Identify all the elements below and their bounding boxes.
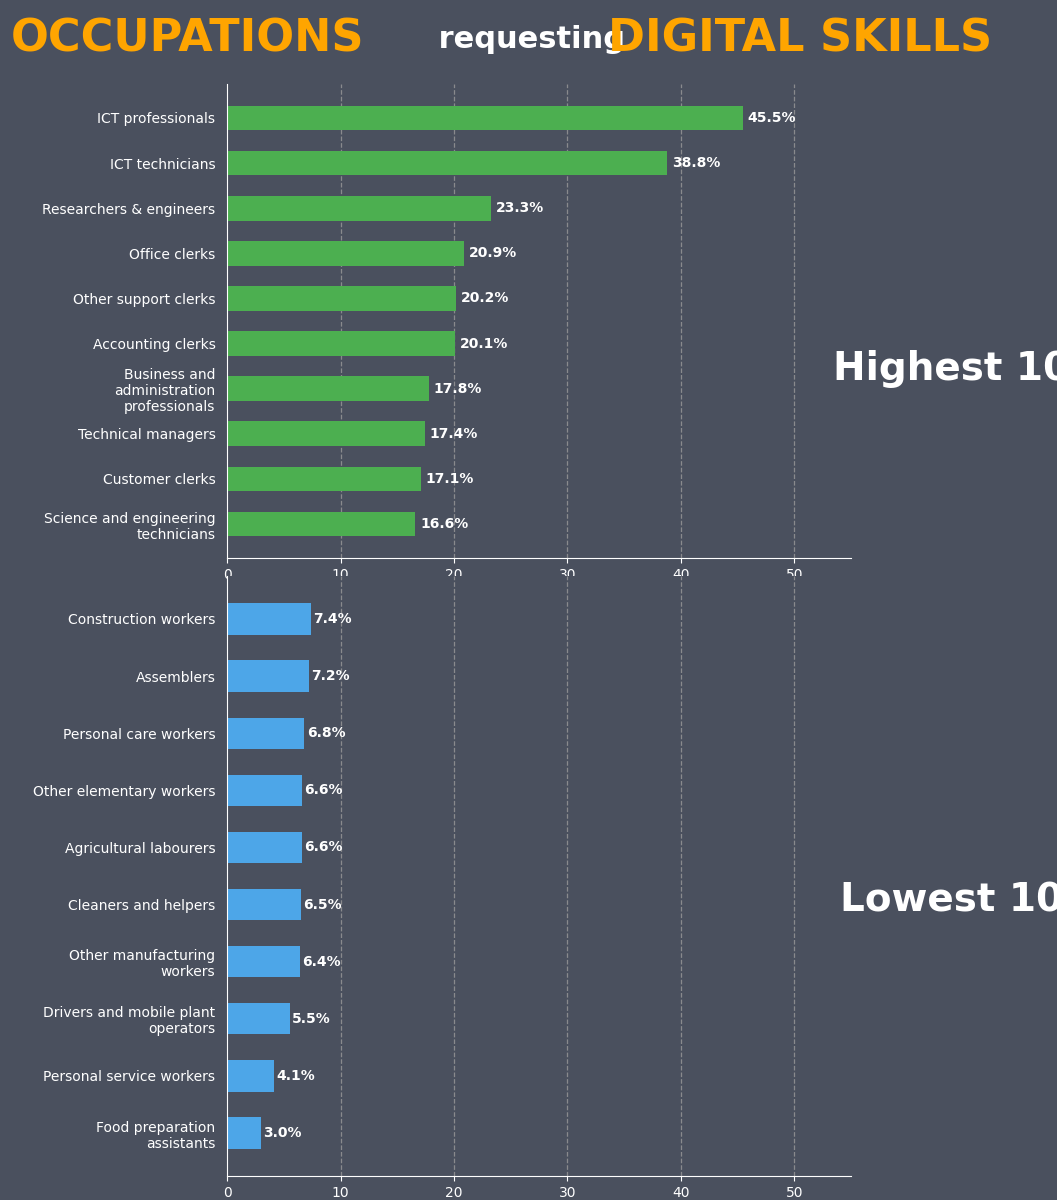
Bar bbox=[227, 196, 492, 221]
Text: 38.8%: 38.8% bbox=[672, 156, 720, 170]
Bar bbox=[227, 467, 421, 491]
Bar bbox=[227, 151, 667, 175]
Text: OCCUPATIONS: OCCUPATIONS bbox=[11, 18, 364, 60]
Text: 17.1%: 17.1% bbox=[426, 472, 474, 486]
Text: 23.3%: 23.3% bbox=[496, 202, 544, 215]
Bar bbox=[227, 660, 309, 692]
Bar bbox=[227, 1117, 261, 1148]
Bar bbox=[227, 718, 304, 749]
Text: 17.8%: 17.8% bbox=[433, 382, 482, 396]
Bar bbox=[227, 775, 302, 806]
Text: 20.9%: 20.9% bbox=[468, 246, 517, 260]
Text: 4.1%: 4.1% bbox=[276, 1069, 315, 1082]
Bar bbox=[227, 377, 429, 401]
Text: 6.4%: 6.4% bbox=[302, 955, 340, 968]
Text: 45.5%: 45.5% bbox=[747, 110, 796, 125]
Text: 6.8%: 6.8% bbox=[307, 726, 346, 740]
Bar bbox=[227, 832, 302, 863]
Text: 20.1%: 20.1% bbox=[460, 336, 508, 350]
Text: DIGITAL SKILLS: DIGITAL SKILLS bbox=[608, 18, 991, 60]
Text: Highest 10: Highest 10 bbox=[833, 350, 1057, 388]
Bar bbox=[227, 331, 456, 356]
Text: 16.6%: 16.6% bbox=[420, 517, 468, 532]
Text: Lowest 10: Lowest 10 bbox=[840, 881, 1057, 919]
Bar bbox=[227, 241, 464, 265]
Text: 7.4%: 7.4% bbox=[314, 612, 352, 626]
Bar bbox=[227, 946, 300, 977]
Bar bbox=[227, 106, 743, 131]
Text: requesting: requesting bbox=[428, 24, 635, 54]
Text: 3.0%: 3.0% bbox=[263, 1126, 302, 1140]
Text: 20.2%: 20.2% bbox=[461, 292, 509, 306]
Bar bbox=[227, 511, 415, 536]
Text: 7.2%: 7.2% bbox=[311, 670, 350, 683]
Bar bbox=[227, 421, 425, 446]
Bar bbox=[227, 1060, 274, 1092]
Text: 6.6%: 6.6% bbox=[304, 840, 342, 854]
Text: 6.5%: 6.5% bbox=[303, 898, 341, 912]
Bar bbox=[227, 604, 311, 635]
Bar bbox=[227, 889, 301, 920]
Text: 17.4%: 17.4% bbox=[429, 427, 478, 440]
Bar bbox=[227, 286, 457, 311]
Text: 5.5%: 5.5% bbox=[292, 1012, 331, 1026]
Text: 6.6%: 6.6% bbox=[304, 784, 342, 797]
Bar bbox=[227, 1003, 290, 1034]
